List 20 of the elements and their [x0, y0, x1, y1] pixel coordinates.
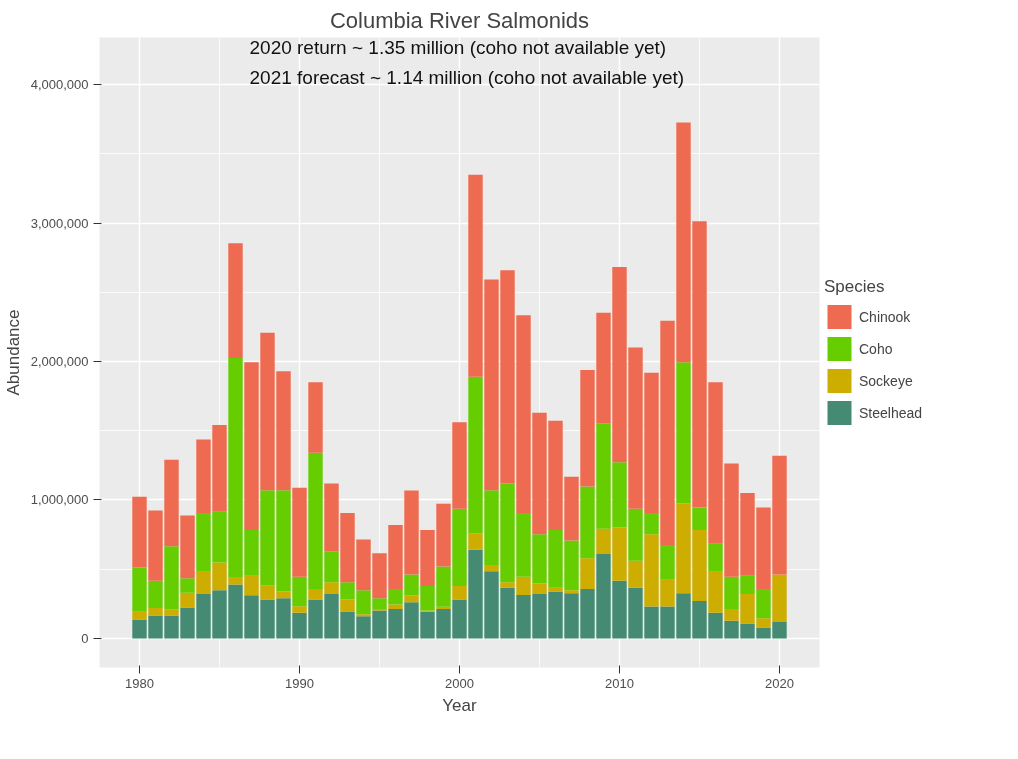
x-axis-title: Year: [442, 695, 478, 715]
x-tick-label: 1990: [285, 675, 314, 691]
x-tick-label: 1980: [125, 675, 154, 691]
legend-title: Species: [824, 276, 886, 297]
y-tick-label: 3,000,000: [30, 215, 89, 231]
y-tick-label: 1,000,000: [30, 492, 89, 508]
y-tick-label: 2,000,000: [30, 354, 89, 369]
x-tick-label: 2000: [445, 675, 474, 691]
legend-label: Sockeye: [859, 372, 913, 389]
y-tick-label: 0: [81, 630, 89, 646]
legend-label: Coho: [859, 340, 893, 357]
annotation: 2021 forecast ~ 1.14 million (coho not available yet): [249, 66, 685, 88]
x-tick-label: 2020: [765, 675, 794, 691]
annotation: 2020 return ~ 1.35 million (coho not available yet): [249, 36, 667, 58]
legend-label: Steelhead: [859, 404, 923, 421]
y-axis-title: Abundance: [3, 309, 23, 396]
legend-label: Chinook: [859, 308, 911, 325]
y-tick-label: 4,000,000: [30, 77, 89, 93]
chart-title: Columbia River Salmonids: [329, 7, 590, 33]
x-tick-label: 2010: [605, 675, 634, 691]
